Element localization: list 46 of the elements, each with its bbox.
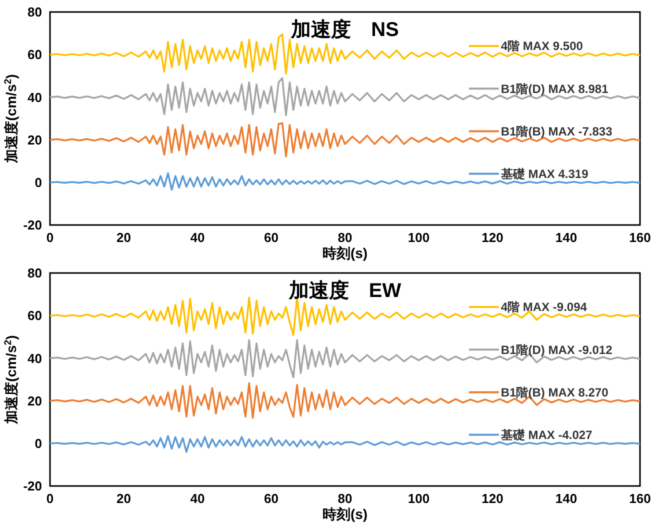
legend-label: 基礎 MAX 4.319 (500, 167, 589, 181)
legend-label: B1階(D) MAX -9.012 (500, 342, 613, 357)
y-tick-label: 20 (28, 393, 42, 408)
y-tick-label: 40 (28, 90, 42, 105)
x-tick-label: 40 (190, 230, 205, 245)
x-tick-label: 160 (629, 230, 651, 245)
x-tick-label: 140 (555, 230, 578, 245)
x-tick-label: 140 (555, 491, 578, 506)
x-tick-label: 60 (264, 491, 278, 506)
chart-title: 加速度 NS (290, 18, 399, 41)
legend-label: B1階(D) MAX 8.981 (500, 82, 609, 96)
y-tick-label: -20 (23, 478, 42, 494)
line-series (49, 77, 641, 116)
x-axis-title: 時刻(s) (322, 506, 368, 522)
legend-label: 4階 MAX 9.500 (500, 39, 584, 54)
line-series (49, 339, 641, 378)
chart-title: 加速度 EW (288, 279, 402, 302)
x-tick-label: 0 (46, 230, 54, 245)
y-tick-label: 20 (28, 132, 42, 148)
legend-label: B1階(B) MAX 8.270 (500, 385, 609, 400)
legend-label: 4階 MAX -9.094 (500, 300, 588, 314)
y-tick-label: 0 (34, 174, 42, 190)
x-tick-label: 100 (408, 230, 430, 245)
x-tick-label: 100 (408, 491, 430, 506)
x-tick-label: 80 (338, 491, 352, 506)
legend-label: 基礎 MAX -4.027 (500, 428, 593, 442)
x-tick-label: 120 (482, 491, 504, 506)
x-tick-label: 40 (190, 491, 205, 506)
y-tick-label: 0 (34, 436, 42, 451)
x-tick-label: 20 (116, 491, 131, 506)
x-axis-title: 時刻(s) (322, 245, 368, 261)
x-tick-label: 0 (46, 491, 54, 506)
y-tick-label: 60 (28, 47, 42, 62)
x-tick-label: 120 (482, 230, 504, 245)
x-tick-label: 60 (264, 230, 278, 245)
y-tick-label: 80 (28, 266, 42, 281)
y-tick-label: 40 (28, 350, 42, 366)
legend-label: B1階(B) MAX -7.833 (500, 124, 613, 138)
y-tick-label: 80 (28, 4, 42, 20)
y-tick-label: -20 (23, 218, 42, 233)
x-tick-label: 80 (338, 230, 352, 245)
x-tick-label: 20 (116, 230, 131, 245)
line-series (49, 382, 641, 419)
line-series (49, 122, 641, 158)
x-tick-label: 160 (629, 491, 651, 506)
y-tick-label: 60 (28, 308, 42, 324)
